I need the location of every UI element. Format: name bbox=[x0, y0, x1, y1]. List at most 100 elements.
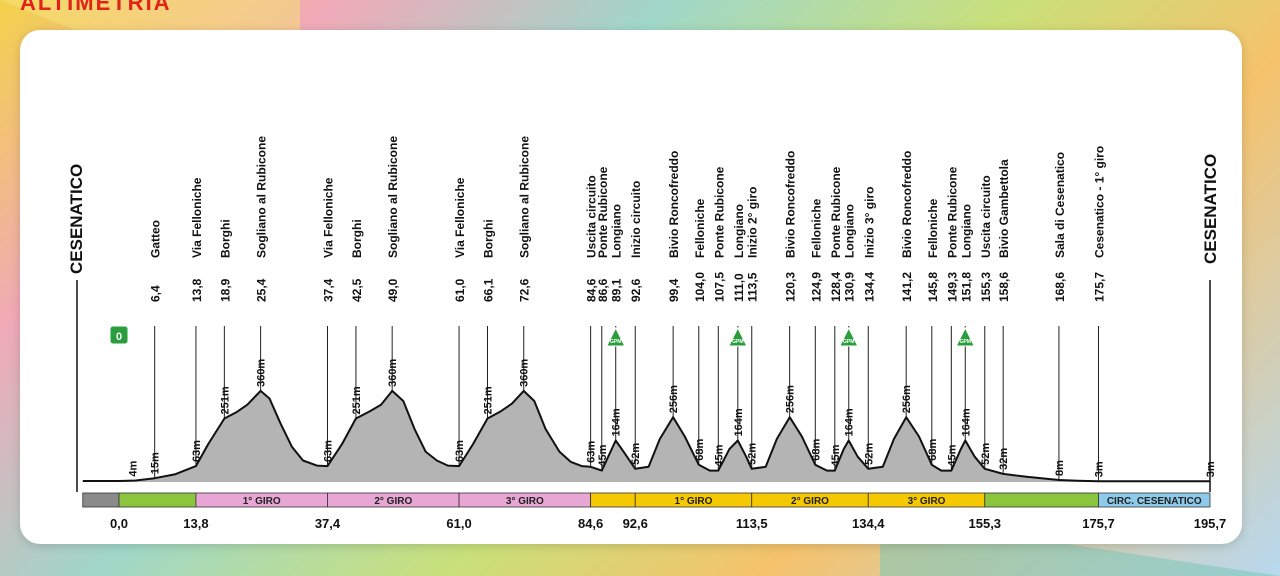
finish-label: CESENATICO bbox=[1201, 154, 1220, 264]
waypoint-km: 86,6 bbox=[596, 278, 610, 302]
waypoint-km: 61,0 bbox=[453, 278, 467, 302]
waypoint-name: Ponte Rubicone bbox=[829, 166, 843, 258]
waypoint-km: 25,4 bbox=[255, 278, 269, 302]
route-segment-label: 3° GIRO bbox=[506, 496, 544, 507]
gpm-icon bbox=[955, 326, 976, 347]
altitude-label: 52m bbox=[747, 443, 759, 465]
start-marker-label: 0 bbox=[116, 331, 122, 343]
profile-card: 4m 15m 63m 251m 360m 63m 251m 360m 63m 251m 360m 63… bbox=[20, 30, 1242, 544]
altitude-label: 32m bbox=[998, 448, 1010, 470]
axis-tick-label: 113,5 bbox=[736, 516, 768, 531]
altitude-label: 45m bbox=[830, 444, 842, 466]
start-marker-icon bbox=[109, 325, 129, 345]
route-segment bbox=[118, 492, 197, 508]
profile-group bbox=[82, 389, 1210, 483]
route-segment-label: 1° GIRO bbox=[675, 496, 713, 507]
waypoint-name: Felloniche bbox=[926, 198, 940, 258]
axis-tick-label: 0,0 bbox=[110, 516, 128, 531]
waypoint-labels: 6,4 Gatteo 13,8 Via Felloniche 18,9 Borghi 25,… bbox=[149, 136, 1107, 302]
altitude-label: 164m bbox=[960, 408, 972, 436]
waypoint-km: 72,6 bbox=[518, 278, 532, 302]
waypoint-name: Bivio Roncofreddo bbox=[900, 151, 914, 258]
waypoint-km: 175,7 bbox=[1093, 272, 1107, 302]
page-title: ALTIMETRIA bbox=[20, 0, 172, 15]
route-segment-label: 3° GIRO bbox=[908, 496, 946, 507]
waypoint-name: Gatteo bbox=[149, 220, 163, 258]
altitude-label: 45m bbox=[713, 444, 725, 466]
waypoint-name: Bivio Roncofreddo bbox=[667, 151, 681, 258]
altitude-label: 68m bbox=[927, 439, 939, 461]
route-segment bbox=[590, 492, 636, 508]
altitude-label: 63m bbox=[322, 440, 334, 462]
waypoint-km: 158,6 bbox=[997, 272, 1011, 302]
gpm-markers: GPM GPM GPM GPM 0 bbox=[109, 325, 976, 347]
waypoint-name: Felloniche bbox=[809, 198, 823, 258]
axis-tick-label: 175,7 bbox=[1082, 516, 1115, 531]
waypoint-km: 149,3 bbox=[945, 272, 959, 302]
waypoint-name: Longiano bbox=[732, 204, 746, 258]
waypoint-name: Borghi bbox=[350, 219, 364, 258]
altitude-label: 3m bbox=[1205, 461, 1217, 477]
waypoint-km: 99,4 bbox=[667, 278, 681, 302]
route-segment bbox=[82, 492, 120, 508]
axis-tick-label: 92,6 bbox=[623, 516, 648, 531]
altitude-label: 52m bbox=[980, 443, 992, 465]
waypoint-name: Ponte Rubicone bbox=[945, 166, 959, 258]
gpm-label: GPM bbox=[732, 339, 743, 345]
altitude-label: 68m bbox=[694, 439, 706, 461]
waypoint-km: 130,9 bbox=[843, 272, 857, 302]
axis-tick-label: 37,4 bbox=[315, 516, 341, 531]
altitude-label: 52m bbox=[630, 443, 642, 465]
waypoint-km: 124,9 bbox=[809, 272, 823, 302]
waypoint-km: 128,4 bbox=[829, 272, 843, 302]
axis-tick-label: 13,8 bbox=[183, 516, 208, 531]
waypoint-name: Felloniche bbox=[693, 198, 707, 258]
start-label: CESENATICO bbox=[67, 164, 86, 274]
gpm-label: GPM bbox=[843, 339, 854, 345]
waypoint-km: 6,4 bbox=[149, 285, 163, 302]
waypoint-km: 141,2 bbox=[900, 272, 914, 302]
altitude-label: 8m bbox=[1054, 460, 1066, 476]
axis-tick-label: 195,7 bbox=[1194, 516, 1227, 531]
waypoint-name: Borghi bbox=[481, 219, 495, 258]
waypoint-km: 18,9 bbox=[218, 278, 232, 302]
waypoint-name: Via Felloniche bbox=[321, 177, 335, 258]
waypoint-name: Longiano bbox=[843, 204, 857, 258]
waypoint-name: Sala di Cesenatico bbox=[1053, 152, 1067, 258]
altitude-label: 63m bbox=[191, 440, 203, 462]
gpm-icon bbox=[727, 326, 748, 347]
route-segment-label: 1° GIRO bbox=[243, 496, 281, 507]
waypoint-name: Longiano bbox=[959, 204, 973, 258]
altitude-label: 63m bbox=[586, 441, 598, 463]
altitude-label: 251m bbox=[351, 386, 363, 414]
waypoint-name: Sogliano al Rubicone bbox=[386, 136, 400, 258]
waypoint-name: Sogliano al Rubicone bbox=[518, 136, 532, 258]
waypoint-km: 37,4 bbox=[321, 278, 335, 302]
altitude-label: 256m bbox=[785, 385, 797, 413]
profile-line bbox=[82, 389, 1210, 483]
waypoint-name: Longiano bbox=[610, 204, 624, 258]
altitude-label: 45m bbox=[597, 444, 609, 466]
waypoint-km: 66,1 bbox=[481, 278, 495, 302]
altitude-label: 360m bbox=[256, 359, 268, 387]
waypoint-km: 84,6 bbox=[585, 278, 599, 302]
axis-tick-label: 84,6 bbox=[578, 516, 603, 531]
waypoint-km: 89,1 bbox=[610, 278, 624, 302]
gpm-label: GPM bbox=[610, 339, 621, 345]
waypoint-name: Sogliano al Rubicone bbox=[255, 136, 269, 258]
waypoint-name: Bivio Roncofreddo bbox=[784, 151, 798, 258]
waypoint-km: 168,6 bbox=[1053, 272, 1067, 302]
altitude-label: 251m bbox=[482, 386, 494, 414]
waypoint-name: Uscita circuito bbox=[979, 175, 993, 258]
altitude-label: 52m bbox=[863, 443, 875, 465]
waypoint-km: 134,4 bbox=[862, 272, 876, 302]
altitude-label: 360m bbox=[519, 359, 531, 387]
waypoint-km: 42,5 bbox=[350, 278, 364, 302]
axis-tick-label: 134,4 bbox=[852, 516, 885, 531]
waypoint-km: 49,0 bbox=[386, 278, 400, 302]
distance-axis: 0,0 13,8 37,4 61,0 84,6 92,6 113,5 134,4 155,3 17… bbox=[110, 516, 1226, 531]
waypoint-km: 155,3 bbox=[979, 272, 993, 302]
route-segment bbox=[984, 492, 1099, 508]
waypoint-name: Bivio Gambettola bbox=[997, 159, 1011, 258]
waypoint-name: Ponte Rubicone bbox=[712, 166, 726, 258]
